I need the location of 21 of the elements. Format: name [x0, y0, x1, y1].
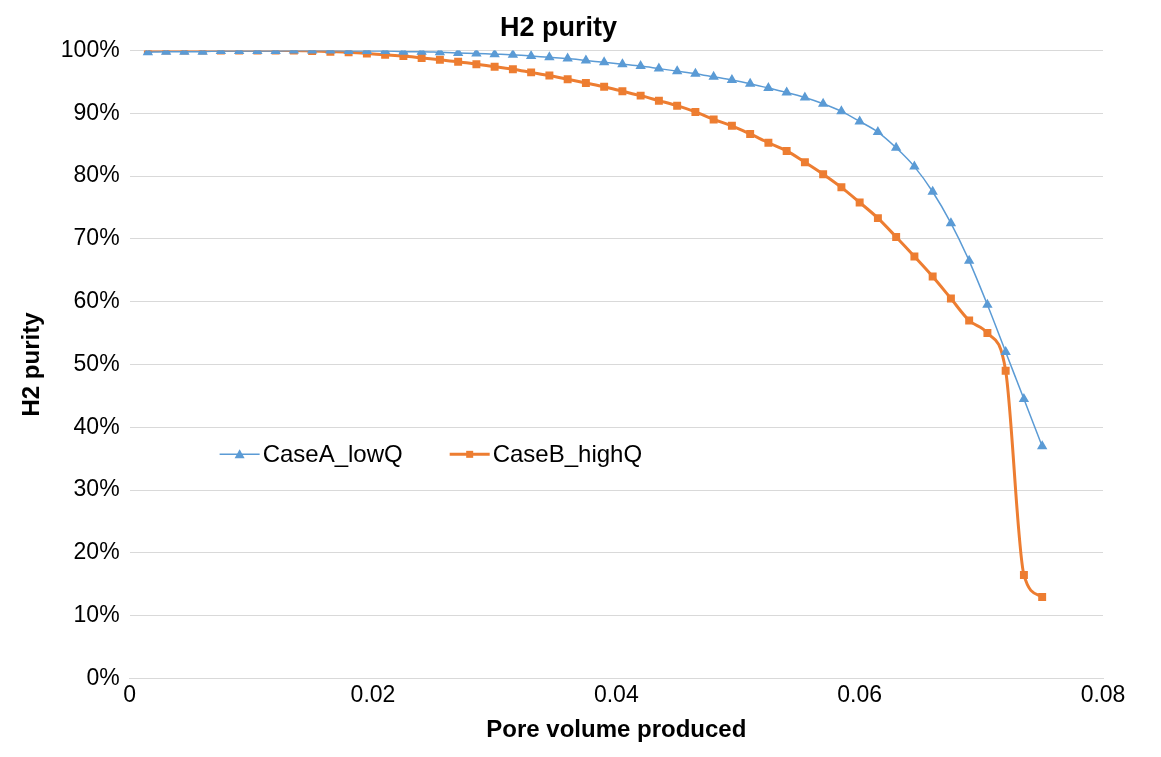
y-tick-label: 70%	[73, 224, 120, 251]
x-tick-label: 0.08	[1080, 680, 1126, 707]
y-tick-label: 100%	[60, 35, 120, 62]
x-tick-label: 0.04	[593, 680, 639, 707]
y-axis-title: H2 purity	[17, 311, 45, 417]
y-tick-label: 50%	[73, 349, 120, 376]
x-tick-label: 0.06	[837, 680, 883, 707]
y-tick-label: 10%	[73, 601, 120, 628]
y-tick-label: 80%	[73, 161, 120, 188]
legend-label: CaseA_lowQ	[262, 439, 403, 467]
x-tick-label: 0.02	[350, 680, 396, 707]
chart-title: H2 purity	[499, 11, 618, 42]
y-tick-label: 60%	[73, 287, 120, 314]
y-tick-label: 30%	[73, 475, 120, 502]
legend-label: CaseB_highQ	[492, 439, 643, 467]
x-tick-label: 0	[123, 680, 137, 707]
y-tick-label: 0%	[86, 663, 120, 690]
y-tick-label: 40%	[73, 412, 120, 439]
y-tick-label: 20%	[73, 538, 120, 565]
x-axis-title: Pore volume produced	[486, 715, 747, 743]
y-tick-label: 90%	[73, 98, 120, 125]
